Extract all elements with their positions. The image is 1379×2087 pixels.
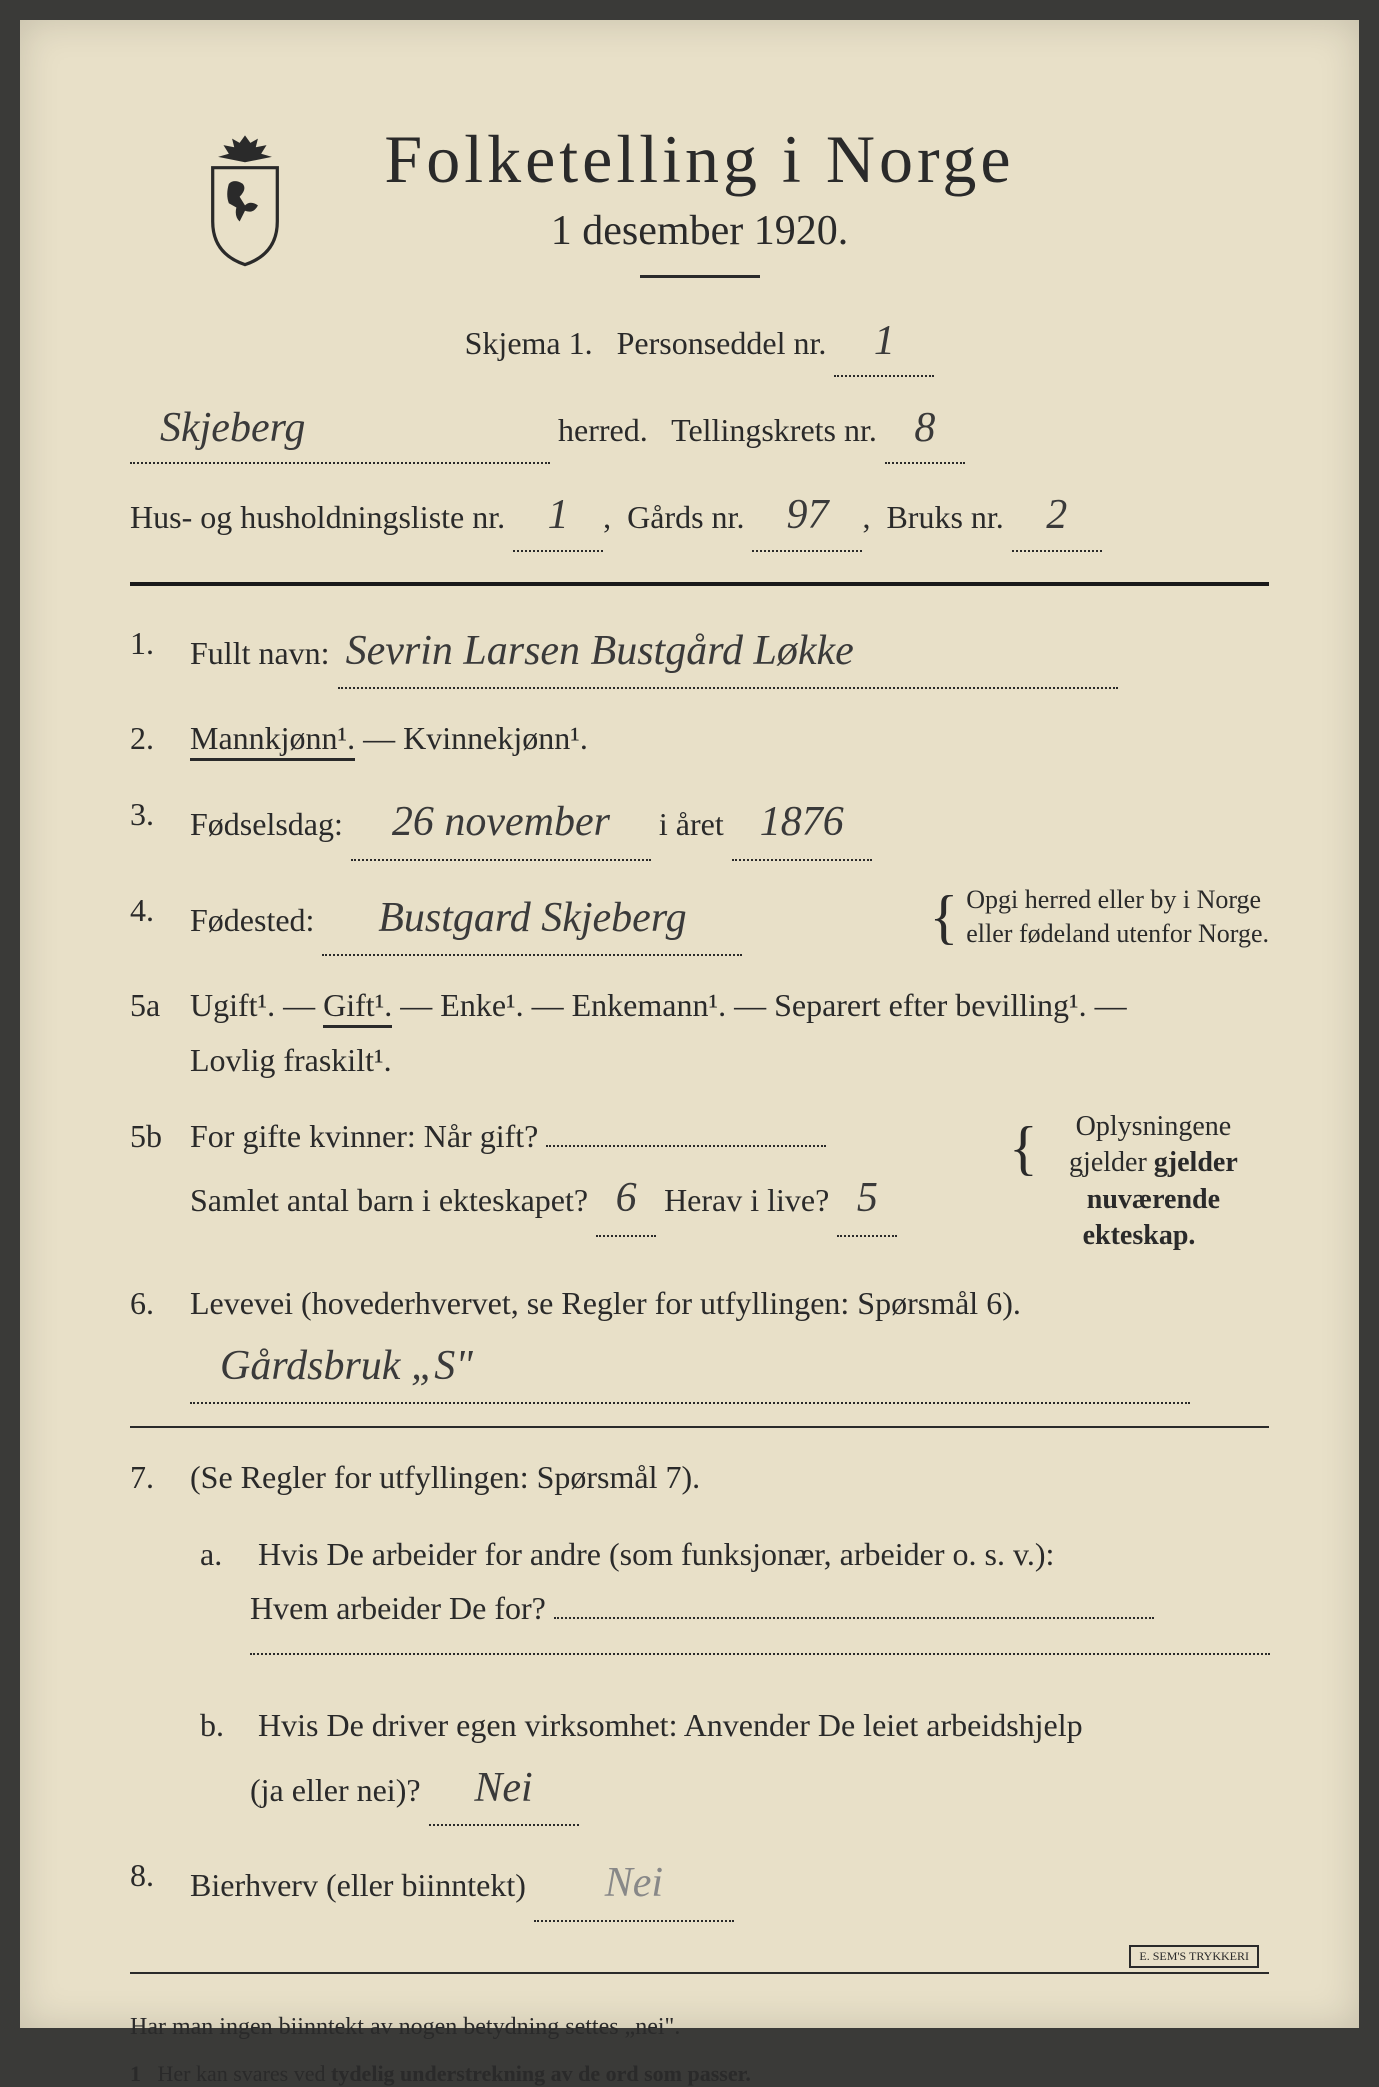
- q2-kvinne: Kvinnekjønn¹.: [403, 720, 588, 756]
- q7: 7. (Se Regler for utfyllingen: Spørsmål …: [130, 1450, 1269, 1504]
- form-title: Folketelling i Norge: [130, 120, 1269, 199]
- q8-value: Nei: [534, 1848, 734, 1921]
- form-header: Folketelling i Norge 1 desember 1920.: [130, 120, 1269, 278]
- q5a-num: 5a: [130, 978, 190, 1087]
- q5b-side-note: { Oplysningene gjelder gjelder nuværende…: [1009, 1109, 1269, 1255]
- q3-year: 1876: [732, 787, 872, 860]
- norway-coat-of-arms-icon: [190, 130, 300, 270]
- q4: 4. Fødested: Bustgard Skjeberg { Opgi he…: [130, 883, 1269, 956]
- q1: 1. Fullt navn: Sevrin Larsen Bustgård Lø…: [130, 616, 1269, 689]
- q7a-sub: Hvem arbeider De for?: [250, 1590, 546, 1626]
- q7b-text: Hvis De driver egen virksomhet: Anvender…: [258, 1707, 1083, 1743]
- q2-mann: Mannkjønn¹.: [190, 720, 355, 761]
- q7-num: 7.: [130, 1450, 190, 1504]
- footnote-divider: [130, 1972, 1269, 1974]
- printer-mark: E. SEM'S TRYKKERI: [1129, 1945, 1259, 1968]
- q5b-barn: 6: [596, 1163, 656, 1236]
- q5b-label1: For gifte kvinner: Når gift?: [190, 1118, 538, 1154]
- q1-label: Fullt navn:: [190, 635, 330, 671]
- q7a-letter: a.: [200, 1527, 250, 1581]
- bruks-value: 2: [1012, 482, 1102, 551]
- q5b-num: 5b: [130, 1109, 190, 1255]
- q6: 6. Levevei (hovederhvervet, se Regler fo…: [130, 1276, 1269, 1404]
- husliste-value: 1: [513, 482, 603, 551]
- q3-num: 3.: [130, 787, 190, 860]
- q6-value: Gårdsbruk „S": [190, 1331, 1190, 1404]
- herred-line: Skjeberg herred. Tellingskrets nr. 8: [130, 395, 1269, 464]
- q7b-sub: (ja eller nei)?: [250, 1772, 421, 1808]
- q4-note: { Opgi herred eller by i Norge eller fød…: [921, 883, 1269, 951]
- q5a: 5a Ugift¹. — Gift¹. — Enke¹. — Enkemann¹…: [130, 978, 1269, 1087]
- personseddel-value: 1: [834, 308, 934, 377]
- tellingskrets-value: 8: [885, 395, 965, 464]
- tellingskrets-label: Tellingskrets nr.: [671, 412, 877, 448]
- q5b-herav-label: Herav i live?: [664, 1182, 829, 1218]
- gards-value: 97: [752, 482, 862, 551]
- q7a: a. Hvis De arbeider for andre (som funks…: [200, 1527, 1269, 1636]
- form-date: 1 desember 1920.: [130, 207, 1269, 255]
- section-divider-1: [130, 582, 1269, 586]
- footnote-2: 1 Her kan svares ved tydelig understrekn…: [130, 2061, 1269, 2087]
- q8-label: Bierhverv (eller biinntekt): [190, 1867, 526, 1903]
- herred-label: herred.: [558, 412, 648, 448]
- q1-num: 1.: [130, 616, 190, 689]
- schema-line: Skjema 1. Personseddel nr. 1: [130, 308, 1269, 377]
- q4-num: 4.: [130, 883, 190, 956]
- q5b: 5b { Oplysningene gjelder gjelder nuvære…: [130, 1109, 1269, 1255]
- q7b-letter: b.: [200, 1698, 250, 1752]
- q5a-enkemann: Enkemann¹.: [572, 987, 726, 1023]
- section-divider-2: [130, 1426, 1269, 1428]
- q6-label: Levevei (hovederhvervet, se Regler for u…: [190, 1285, 1021, 1321]
- husliste-label: Hus- og husholdningsliste nr.: [130, 499, 505, 535]
- q3-label: Fødselsdag:: [190, 806, 343, 842]
- personseddel-label: Personseddel nr.: [617, 325, 827, 361]
- q4-label: Fødested:: [190, 902, 314, 938]
- q5a-fraskilt: Lovlig fraskilt¹.: [190, 1042, 392, 1078]
- q8-num: 8.: [130, 1848, 190, 1921]
- q1-value: Sevrin Larsen Bustgård Løkke: [338, 616, 1118, 689]
- q3-day: 26 november: [351, 787, 651, 860]
- q8: 8. Bierhverv (eller biinntekt) Nei: [130, 1848, 1269, 1921]
- q6-num: 6.: [130, 1276, 190, 1404]
- q5a-ugift: Ugift¹.: [190, 987, 275, 1023]
- q5a-separert: Separert efter bevilling¹.: [774, 987, 1087, 1023]
- q5b-herav: 5: [837, 1163, 897, 1236]
- q5a-enke: Enke¹.: [440, 987, 523, 1023]
- q2-num: 2.: [130, 711, 190, 765]
- census-form-page: Folketelling i Norge 1 desember 1920. Sk…: [20, 20, 1359, 2028]
- herred-name: Skjeberg: [130, 395, 550, 464]
- q7-label: (Se Regler for utfyllingen: Spørsmål 7).: [190, 1450, 1269, 1504]
- header-divider: [640, 275, 760, 278]
- q7a-text: Hvis De arbeider for andre (som funksjon…: [258, 1536, 1054, 1572]
- schema-label: Skjema 1.: [465, 325, 593, 361]
- q4-value: Bustgard Skjeberg: [322, 883, 742, 956]
- q2: 2. Mannkjønn¹. — Kvinnekjønn¹.: [130, 711, 1269, 765]
- q3-year-label: i året: [659, 806, 724, 842]
- q7b: b. Hvis De driver egen virksomhet: Anven…: [200, 1698, 1269, 1826]
- q3: 3. Fødselsdag: 26 november i året 1876: [130, 787, 1269, 860]
- q5a-gift: Gift¹.: [323, 987, 392, 1028]
- husliste-line: Hus- og husholdningsliste nr. 1, Gårds n…: [130, 482, 1269, 551]
- bruks-label: Bruks nr.: [886, 499, 1003, 535]
- q7b-value: Nei: [429, 1753, 579, 1826]
- footnote-1: Har man ingen biinntekt av nogen betydni…: [130, 2014, 1269, 2041]
- gards-label: Gårds nr.: [627, 499, 744, 535]
- q5b-label2: Samlet antal barn i ekteskapet?: [190, 1182, 588, 1218]
